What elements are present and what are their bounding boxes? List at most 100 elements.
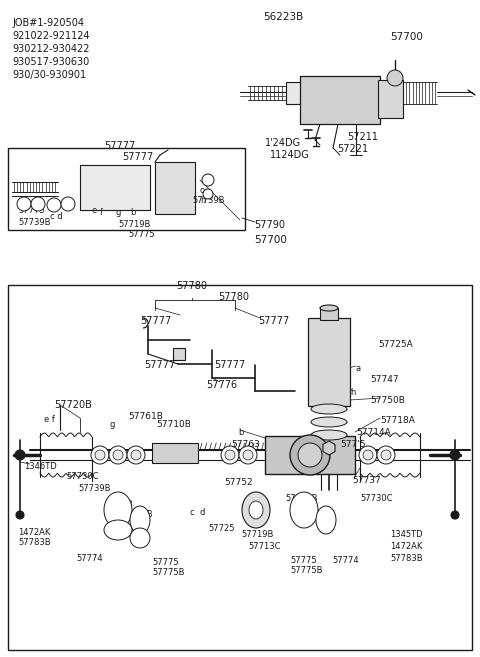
Text: 57777: 57777 bbox=[122, 152, 153, 162]
Circle shape bbox=[113, 450, 123, 460]
Ellipse shape bbox=[311, 430, 347, 440]
Ellipse shape bbox=[104, 520, 132, 540]
Text: 57776: 57776 bbox=[206, 380, 237, 390]
Circle shape bbox=[131, 450, 141, 460]
Text: 57700: 57700 bbox=[254, 235, 287, 245]
Circle shape bbox=[363, 450, 373, 460]
Ellipse shape bbox=[242, 492, 270, 528]
Text: 57221: 57221 bbox=[337, 144, 368, 154]
Ellipse shape bbox=[290, 492, 318, 528]
Text: 577'5: 577'5 bbox=[340, 440, 365, 449]
Text: 57718A: 57718A bbox=[380, 416, 415, 425]
Text: 57725: 57725 bbox=[208, 524, 235, 533]
Text: 57211: 57211 bbox=[347, 132, 378, 142]
Text: 57752: 57752 bbox=[224, 478, 252, 487]
Circle shape bbox=[381, 450, 391, 460]
Text: 57780: 57780 bbox=[177, 281, 207, 291]
Text: 1472AK: 1472AK bbox=[390, 542, 422, 551]
Circle shape bbox=[91, 446, 109, 464]
Text: 57710B: 57710B bbox=[156, 420, 191, 429]
Circle shape bbox=[109, 446, 127, 464]
Text: 57714A: 57714A bbox=[356, 428, 391, 437]
Circle shape bbox=[221, 446, 239, 464]
Text: 57720B: 57720B bbox=[54, 400, 92, 410]
Bar bbox=[300, 76, 380, 124]
Ellipse shape bbox=[130, 528, 150, 548]
Circle shape bbox=[298, 443, 322, 467]
Text: 57719B: 57719B bbox=[118, 220, 150, 229]
Text: 57737: 57737 bbox=[352, 476, 381, 485]
Circle shape bbox=[359, 446, 377, 464]
Circle shape bbox=[451, 511, 459, 519]
Circle shape bbox=[290, 435, 330, 475]
Text: 57738B: 57738B bbox=[120, 510, 153, 519]
Text: g: g bbox=[115, 208, 120, 217]
Text: 57777: 57777 bbox=[104, 141, 136, 151]
Text: 1345TD: 1345TD bbox=[390, 530, 422, 539]
Text: JOB#1-920504: JOB#1-920504 bbox=[12, 18, 84, 28]
Ellipse shape bbox=[104, 492, 132, 528]
Text: 57739B: 57739B bbox=[192, 196, 225, 205]
Text: h: h bbox=[200, 196, 205, 205]
Text: 57719B: 57719B bbox=[241, 530, 274, 539]
Text: 57777: 57777 bbox=[144, 360, 175, 370]
Text: b: b bbox=[238, 428, 243, 437]
Text: 930212-930422: 930212-930422 bbox=[12, 44, 89, 54]
Text: 57780: 57780 bbox=[218, 292, 249, 302]
Circle shape bbox=[239, 446, 257, 464]
Text: 57747: 57747 bbox=[370, 375, 398, 384]
Text: 57777: 57777 bbox=[214, 360, 245, 370]
Circle shape bbox=[243, 450, 253, 460]
Text: 1472AK: 1472AK bbox=[18, 528, 50, 537]
Circle shape bbox=[31, 197, 45, 211]
Text: 57730C: 57730C bbox=[360, 494, 393, 503]
Text: o: o bbox=[200, 186, 205, 195]
Text: 57739B: 57739B bbox=[285, 494, 317, 503]
Text: 1'24DG: 1'24DG bbox=[265, 138, 301, 148]
Text: 57750B: 57750B bbox=[370, 396, 405, 405]
Text: 57775: 57775 bbox=[290, 556, 317, 565]
Circle shape bbox=[203, 189, 213, 199]
Circle shape bbox=[16, 511, 24, 519]
Text: 57774: 57774 bbox=[332, 556, 359, 565]
Text: 930517-930630: 930517-930630 bbox=[12, 57, 89, 67]
Text: g: g bbox=[110, 420, 115, 429]
Bar bbox=[8, 148, 245, 230]
Ellipse shape bbox=[130, 506, 150, 534]
Text: b: b bbox=[130, 208, 135, 217]
Circle shape bbox=[450, 450, 460, 460]
Text: f: f bbox=[100, 208, 103, 217]
Text: 930/30-930901: 930/30-930901 bbox=[12, 70, 86, 80]
Ellipse shape bbox=[320, 305, 338, 311]
Text: 921022-921124: 921022-921124 bbox=[12, 31, 90, 41]
Circle shape bbox=[225, 450, 235, 460]
Text: 57783B: 57783B bbox=[18, 538, 50, 547]
Circle shape bbox=[61, 197, 75, 211]
Text: 57773: 57773 bbox=[106, 500, 133, 509]
Text: 57761B: 57761B bbox=[128, 412, 163, 421]
Text: 1346TD: 1346TD bbox=[24, 462, 57, 471]
Bar bbox=[173, 348, 185, 360]
Bar bbox=[152, 443, 198, 463]
Bar bbox=[265, 436, 355, 474]
Text: 57775: 57775 bbox=[18, 206, 45, 215]
Text: 57763: 57763 bbox=[231, 440, 260, 449]
Text: 57777: 57777 bbox=[258, 316, 289, 326]
Text: a: a bbox=[356, 364, 361, 373]
Text: 57775: 57775 bbox=[128, 230, 155, 239]
Ellipse shape bbox=[249, 501, 263, 519]
Text: 57700: 57700 bbox=[390, 32, 423, 42]
Text: 57730C: 57730C bbox=[66, 472, 98, 481]
Text: 57777: 57777 bbox=[140, 316, 171, 326]
Bar bbox=[80, 165, 150, 210]
Circle shape bbox=[387, 70, 403, 86]
Bar bbox=[320, 308, 338, 320]
Circle shape bbox=[15, 450, 25, 460]
Text: 57775B: 57775B bbox=[290, 566, 323, 575]
Text: 56223B: 56223B bbox=[263, 12, 303, 22]
Ellipse shape bbox=[311, 404, 347, 414]
Ellipse shape bbox=[316, 506, 336, 534]
Text: 57775: 57775 bbox=[152, 558, 179, 567]
Bar bbox=[8, 285, 472, 650]
Text: h: h bbox=[350, 388, 355, 397]
